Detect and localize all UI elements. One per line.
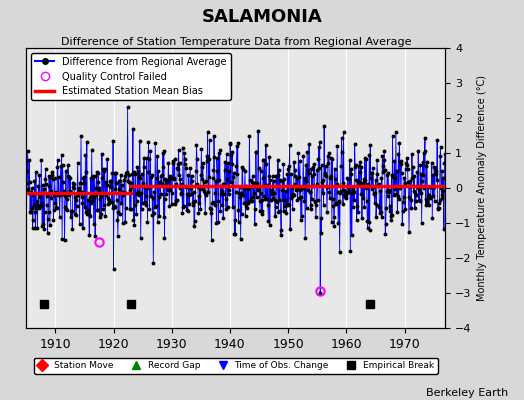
Text: Berkeley Earth: Berkeley Earth — [426, 388, 508, 398]
Title: Difference of Station Temperature Data from Regional Average: Difference of Station Temperature Data f… — [61, 37, 411, 47]
Text: SALAMONIA: SALAMONIA — [202, 8, 322, 26]
Y-axis label: Monthly Temperature Anomaly Difference (°C): Monthly Temperature Anomaly Difference (… — [477, 75, 487, 301]
Legend: Station Move, Record Gap, Time of Obs. Change, Empirical Break: Station Move, Record Gap, Time of Obs. C… — [34, 358, 438, 374]
